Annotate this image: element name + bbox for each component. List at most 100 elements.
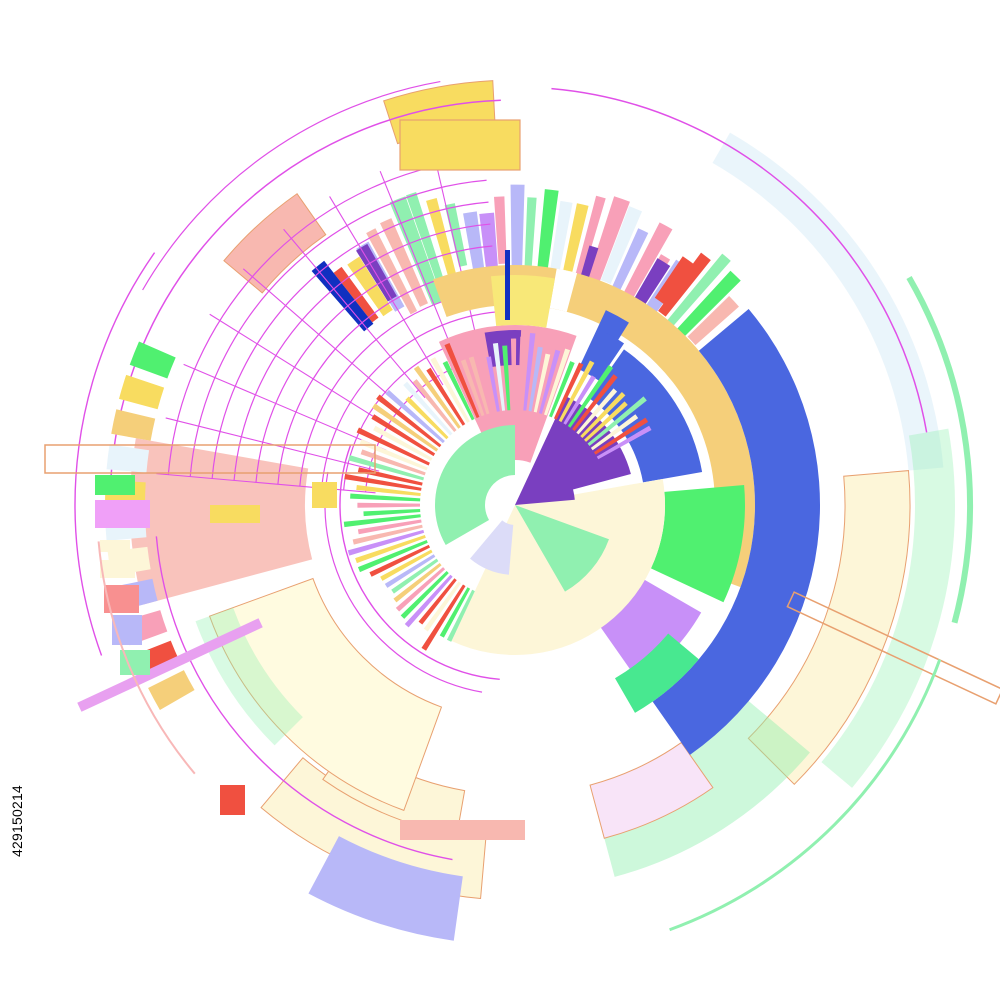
strip-rect-168 [44,444,376,474]
ring-segment-43 [632,258,671,308]
ring-arc-183 [669,659,942,932]
ring-segment-124 [403,381,453,436]
strip-rect-176 [95,500,150,528]
ring-segment-44 [654,256,696,306]
ring-segment-112 [344,473,422,491]
ring-segment-20 [426,197,458,283]
ring-arc-51 [255,245,493,483]
ring-segment-100 [380,549,433,581]
ray-line-62 [329,196,444,386]
ray-line-56 [156,473,376,494]
ring-arc-68 [155,536,453,861]
ring-segment-107 [343,514,421,528]
ring-segment-73 [652,308,820,755]
ring-segment-84 [435,425,515,545]
strip-rect-170 [77,618,263,712]
ring-arc-67 [74,252,156,656]
ring-segment-0 [712,132,944,471]
ring-segment-91 [421,584,466,651]
ring-segment-71 [432,264,756,588]
ring-segment-141 [533,353,551,413]
ring-segment-119 [371,414,436,457]
ring-segment-126 [413,365,461,429]
ring-segment-28 [548,200,573,285]
ring-segment-22 [463,211,486,284]
ring-segment-7 [223,193,327,294]
strip-rect-174 [399,119,521,171]
ring-segment-120 [372,403,439,452]
ring-segment-30 [571,195,606,293]
ring-segment-115 [360,449,426,476]
ring-arc-185 [97,541,196,775]
ray-line-61 [283,228,426,399]
ring-segment-94 [404,574,453,628]
ring-segment-144 [549,361,575,418]
ring-arc-54 [189,179,487,477]
ring-segment-96 [395,567,446,612]
ring-segment-104 [347,529,425,556]
ring-segment-117 [356,427,430,466]
ring-arc-70 [324,471,483,693]
ring-segment-17 [380,218,429,307]
ring-segment-97 [393,562,442,603]
ring-segment-111 [356,485,421,497]
ring-segment-145 [553,362,584,420]
ring-segment-149 [572,374,618,431]
ring-segment-19 [405,192,447,290]
ring-segment-76 [585,332,625,381]
ring-segment-77 [650,484,745,603]
ring-segment-18 [389,196,443,305]
ring-arc-182 [142,80,441,291]
ring-segment-127 [426,367,466,426]
ring-segment-38 [666,253,731,327]
ring-segment-102 [357,539,428,573]
ring-segment-95 [400,570,449,619]
ring-segment-103 [355,534,426,564]
ring-segment-24 [493,196,507,265]
ray-line-60 [242,268,410,414]
ring-segment-110 [350,493,421,502]
ring-segment-153 [587,396,647,446]
ring-segment-85 [470,520,514,575]
ring-segment-137 [510,338,517,411]
ring-segment-135 [492,343,506,411]
ring-segment-114 [348,455,425,481]
ring-segment-167 [129,341,176,379]
ring-arc-48 [321,311,499,489]
ray-line-58 [183,363,387,451]
ring-segment-37 [658,252,711,317]
ring-segment-142 [538,349,561,414]
ring-segment-40 [687,296,739,346]
ring-arc-52 [233,223,491,481]
ring-segment-131 [460,359,485,417]
ring-segment-25 [510,184,525,279]
ring-arc-66 [551,87,928,433]
strip-rect-171 [210,505,260,523]
ring-segment-128 [430,357,470,423]
ring-segment-83 [515,505,609,592]
ring-segment-72 [549,268,578,312]
ring-segment-27 [536,189,559,280]
ring-segment-155 [593,417,649,455]
ring-segment-150 [576,388,618,435]
ring-segment-136 [502,345,511,411]
strip-rect-173 [505,250,510,320]
strip-rect-187 [400,820,525,840]
ring-segment-116 [359,439,428,471]
ring-segment-9 [589,741,714,839]
ring-segment-26 [523,197,537,284]
ring-arc-53 [211,201,489,479]
ring-segment-143 [544,348,571,416]
ring-segment-16 [366,228,418,315]
ring-segment-105 [352,524,423,545]
ring-arc-69 [339,444,500,681]
ring-segment-156 [596,425,652,460]
ring-segment-166 [118,374,165,410]
ring-segment-88 [490,275,555,328]
ring-segment-147 [563,375,596,425]
ring-segment-134 [486,356,500,412]
ring-arc-55 [167,157,485,475]
ring-segment-157 [148,670,195,710]
ring-segment-139 [523,332,536,411]
